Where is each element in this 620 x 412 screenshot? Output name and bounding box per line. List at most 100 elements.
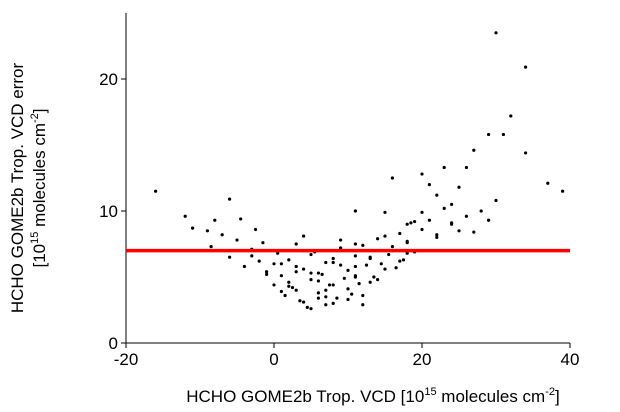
y-axis-label: HCHO GOME2b Trop. VCD error <box>8 62 27 313</box>
data-point <box>298 299 302 303</box>
data-point <box>368 255 372 259</box>
data-point <box>457 185 461 189</box>
data-point <box>279 274 283 278</box>
data-point <box>324 288 328 292</box>
data-point <box>316 279 320 283</box>
data-point <box>401 258 406 262</box>
data-point <box>294 288 298 292</box>
data-point <box>427 183 431 187</box>
data-point <box>294 242 298 246</box>
y-tick-label: 10 <box>99 202 118 221</box>
data-point <box>353 274 357 278</box>
data-point <box>302 234 306 238</box>
data-point <box>242 264 246 269</box>
data-point <box>390 245 394 249</box>
data-point <box>487 218 491 222</box>
y-label-sup: -2 <box>29 113 41 123</box>
data-point <box>220 233 224 237</box>
data-point <box>283 293 287 298</box>
data-point <box>309 252 313 257</box>
data-point <box>383 234 387 238</box>
data-point <box>479 209 483 213</box>
data-point <box>494 31 498 35</box>
data-point <box>272 262 276 266</box>
data-point <box>309 278 313 282</box>
data-point <box>309 307 313 311</box>
data-point <box>265 272 269 276</box>
data-point <box>353 209 357 213</box>
data-point <box>487 132 491 137</box>
data-point <box>287 284 291 288</box>
data-point <box>420 172 424 176</box>
data-point <box>383 210 387 214</box>
data-point <box>464 214 468 218</box>
data-point <box>346 297 350 302</box>
data-point <box>435 233 439 237</box>
data-point <box>272 283 276 287</box>
x-label-text: HCHO GOME2b Trop. VCD [10 <box>186 387 424 406</box>
data-point <box>346 268 350 272</box>
data-point <box>191 226 195 230</box>
data-point <box>302 267 306 271</box>
data-point <box>353 254 357 258</box>
data-point <box>376 237 380 241</box>
data-point <box>339 263 343 267</box>
data-point <box>205 229 209 233</box>
data-point <box>353 242 357 246</box>
data-point <box>494 198 498 203</box>
data-point <box>398 259 402 263</box>
data-point <box>472 230 476 234</box>
data-point <box>442 206 446 210</box>
data-point <box>305 305 309 309</box>
data-point <box>435 235 439 239</box>
data-point <box>405 222 409 226</box>
data-point <box>457 229 461 233</box>
data-point <box>442 165 446 170</box>
data-point <box>383 267 387 271</box>
data-point <box>309 271 313 275</box>
x-label-text: ] <box>555 387 560 406</box>
data-point <box>501 132 505 137</box>
data-point <box>183 214 187 218</box>
data-point <box>257 259 261 263</box>
y-label-text: ] <box>30 108 49 113</box>
x-label-text: molecules cm <box>437 387 546 406</box>
data-point <box>316 296 320 300</box>
data-point <box>364 263 369 267</box>
data-point <box>524 65 528 69</box>
x-tick-label: 20 <box>413 350 432 369</box>
data-point <box>320 272 324 276</box>
data-point <box>435 193 439 197</box>
data-point <box>324 260 328 265</box>
data-point <box>287 280 291 284</box>
data-point <box>331 283 335 287</box>
data-point <box>361 293 365 298</box>
data-point <box>253 227 258 232</box>
y-axis-label: [1015 molecules cm-2] <box>29 108 49 267</box>
data-point <box>316 271 320 275</box>
data-point <box>228 255 232 259</box>
data-point <box>324 303 328 307</box>
data-point <box>390 176 394 180</box>
data-point <box>290 285 295 290</box>
data-point <box>546 181 550 185</box>
y-tick-label: 20 <box>99 70 118 89</box>
data-point <box>420 227 424 232</box>
x-label-sup: 15 <box>424 386 436 398</box>
x-label-sup: -2 <box>545 386 555 398</box>
data-point <box>339 246 343 250</box>
data-point <box>239 217 243 221</box>
y-label-text: molecules cm <box>30 123 49 232</box>
data-point <box>464 165 468 170</box>
data-point <box>287 258 291 262</box>
data-point <box>361 303 365 307</box>
data-point <box>279 289 283 294</box>
x-tick-label: -20 <box>114 350 139 369</box>
data-point <box>294 264 298 269</box>
data-point <box>331 301 335 305</box>
y-tick-label: 0 <box>109 334 118 353</box>
data-point <box>427 218 431 222</box>
data-point <box>209 245 213 249</box>
data-point <box>279 262 283 266</box>
